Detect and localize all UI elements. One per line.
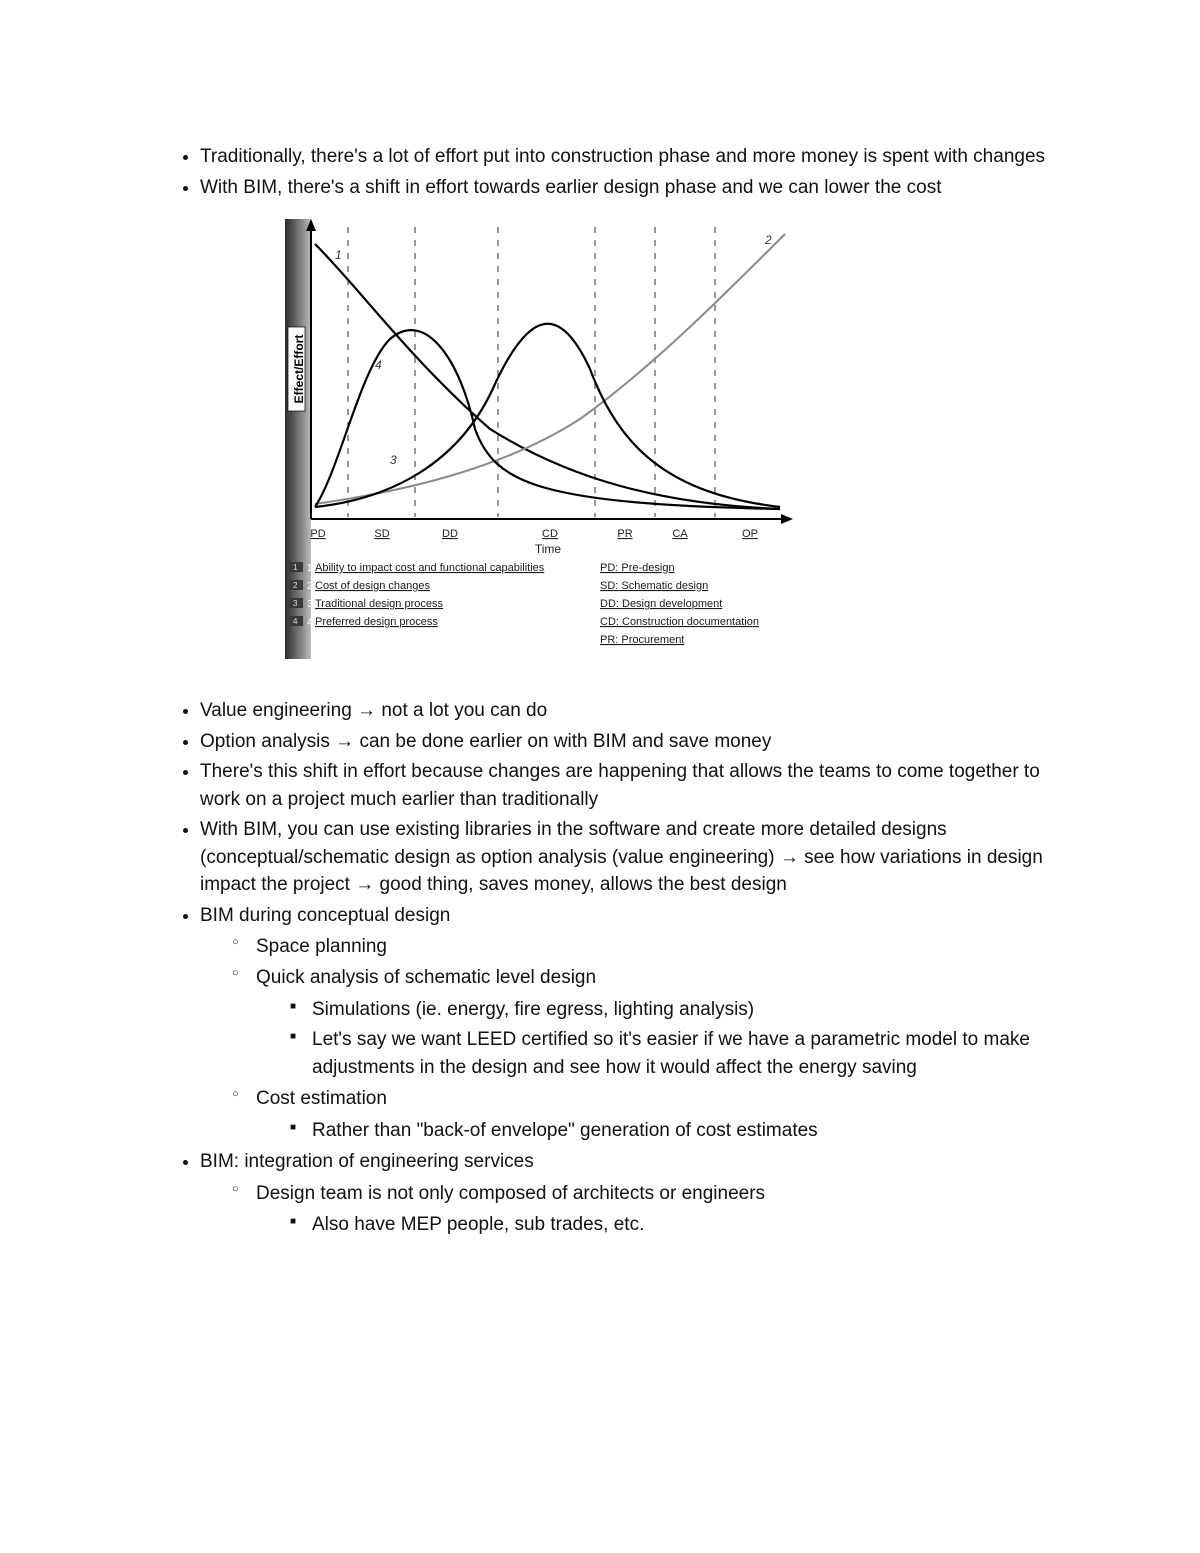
svg-text:Traditional design process: Traditional design process xyxy=(315,598,443,610)
svg-text:DD: Design development: DD: Design development xyxy=(600,598,722,610)
svg-text:1: 1 xyxy=(335,248,342,262)
svg-text:Effect/Effort: Effect/Effort xyxy=(292,335,306,404)
list-item-text: Rather than "back-of envelope" generatio… xyxy=(312,1120,818,1141)
list-item-text: Design team is not only composed of arch… xyxy=(256,1183,765,1204)
list-item: Simulations (ie. energy, fire egress, li… xyxy=(312,996,1060,1024)
list-item: Option analysis → can be done earlier on… xyxy=(200,728,1060,756)
svg-text:PR: PR xyxy=(617,528,632,540)
list-item-text: Quick analysis of schematic level design xyxy=(256,967,596,988)
sub-list: Space planning Quick analysis of schemati… xyxy=(200,933,1060,1144)
list-item-text: Also have MEP people, sub trades, etc. xyxy=(312,1214,644,1235)
list-item-text: Space planning xyxy=(256,936,387,957)
svg-text:2: 2 xyxy=(764,233,772,247)
svg-text:DD: DD xyxy=(442,528,458,540)
sub-list: Design team is not only composed of arch… xyxy=(200,1180,1060,1239)
sub-sub-list: Simulations (ie. energy, fire egress, li… xyxy=(256,996,1060,1082)
svg-text:Ability to impact cost and fun: Ability to impact cost and functional ca… xyxy=(315,562,545,574)
svg-text:3: 3 xyxy=(390,453,397,467)
svg-text:1: 1 xyxy=(293,563,298,572)
svg-text:4: 4 xyxy=(375,358,382,372)
list-item-text: There's this shift in effort because cha… xyxy=(200,761,1040,810)
list-item: Let's say we want LEED certified so it's… xyxy=(312,1026,1060,1081)
svg-text:CA: CA xyxy=(672,528,688,540)
bottom-bullet-list: Value engineering → not a lot you can do… xyxy=(170,697,1060,1239)
list-item-text: Let's say we want LEED certified so it's… xyxy=(312,1029,1030,1078)
sub-sub-list: Rather than "back-of envelope" generatio… xyxy=(256,1117,1060,1145)
svg-text:Cost of design changes: Cost of design changes xyxy=(315,580,430,592)
svg-text:CD: Construction documentation: CD: Construction documentation xyxy=(600,616,759,628)
list-item-text: BIM: integration of engineering services xyxy=(200,1151,534,1172)
list-item-text: Option analysis → can be done earlier on… xyxy=(200,731,771,752)
list-item-text: Simulations (ie. energy, fire egress, li… xyxy=(312,999,754,1020)
svg-text:PD: Pre-design: PD: Pre-design xyxy=(600,562,675,574)
svg-text:2: 2 xyxy=(293,581,298,590)
top-bullet-list: Traditionally, there's a lot of effort p… xyxy=(170,143,1060,201)
document-page: Traditionally, there's a lot of effort p… xyxy=(0,0,1200,1553)
list-item: Value engineering → not a lot you can do xyxy=(200,697,1060,725)
macleamy-chart: 1234Effect/EffortPDSDDDCDPRCAOPTime11Abi… xyxy=(240,209,1060,689)
list-item: Cost estimation Rather than "back-of enve… xyxy=(256,1085,1060,1144)
list-item: BIM during conceptual design Space planni… xyxy=(200,902,1060,1144)
list-item: There's this shift in effort because cha… xyxy=(200,758,1060,813)
list-item-text: Traditionally, there's a lot of effort p… xyxy=(200,146,1045,167)
sub-sub-list: Also have MEP people, sub trades, etc. xyxy=(256,1211,1060,1239)
svg-text:2: 2 xyxy=(307,581,313,592)
list-item: Space planning xyxy=(256,933,1060,961)
list-item-text: BIM during conceptual design xyxy=(200,905,450,926)
svg-text:Preferred design process: Preferred design process xyxy=(315,616,438,628)
svg-text:OP: OP xyxy=(742,528,758,540)
svg-text:PD: PD xyxy=(310,528,325,540)
svg-text:3: 3 xyxy=(307,599,313,610)
list-item-text: With BIM, you can use existing libraries… xyxy=(200,819,1043,895)
list-item: Design team is not only composed of arch… xyxy=(256,1180,1060,1239)
svg-text:4: 4 xyxy=(293,617,298,626)
list-item: Also have MEP people, sub trades, etc. xyxy=(312,1211,1060,1239)
list-item-text: Cost estimation xyxy=(256,1088,387,1109)
svg-text:PR: Procurement: PR: Procurement xyxy=(600,634,684,646)
list-item: With BIM, you can use existing libraries… xyxy=(200,816,1060,899)
svg-text:SD: Schematic design: SD: Schematic design xyxy=(600,580,708,592)
svg-text:1: 1 xyxy=(307,563,313,574)
list-item-text: With BIM, there's a shift in effort towa… xyxy=(200,177,941,198)
list-item: Rather than "back-of envelope" generatio… xyxy=(312,1117,1060,1145)
list-item: Quick analysis of schematic level design… xyxy=(256,964,1060,1081)
svg-text:4: 4 xyxy=(307,617,313,628)
chart-svg: 1234Effect/EffortPDSDDDCDPRCAOPTime11Abi… xyxy=(240,209,800,689)
list-item-text: Value engineering → not a lot you can do xyxy=(200,700,547,721)
svg-text:SD: SD xyxy=(374,528,389,540)
svg-text:Time: Time xyxy=(535,542,562,556)
list-item: With BIM, there's a shift in effort towa… xyxy=(200,174,1060,202)
svg-text:3: 3 xyxy=(293,599,298,608)
list-item: BIM: integration of engineering services… xyxy=(200,1148,1060,1239)
list-item: Traditionally, there's a lot of effort p… xyxy=(200,143,1060,171)
svg-text:CD: CD xyxy=(542,528,558,540)
